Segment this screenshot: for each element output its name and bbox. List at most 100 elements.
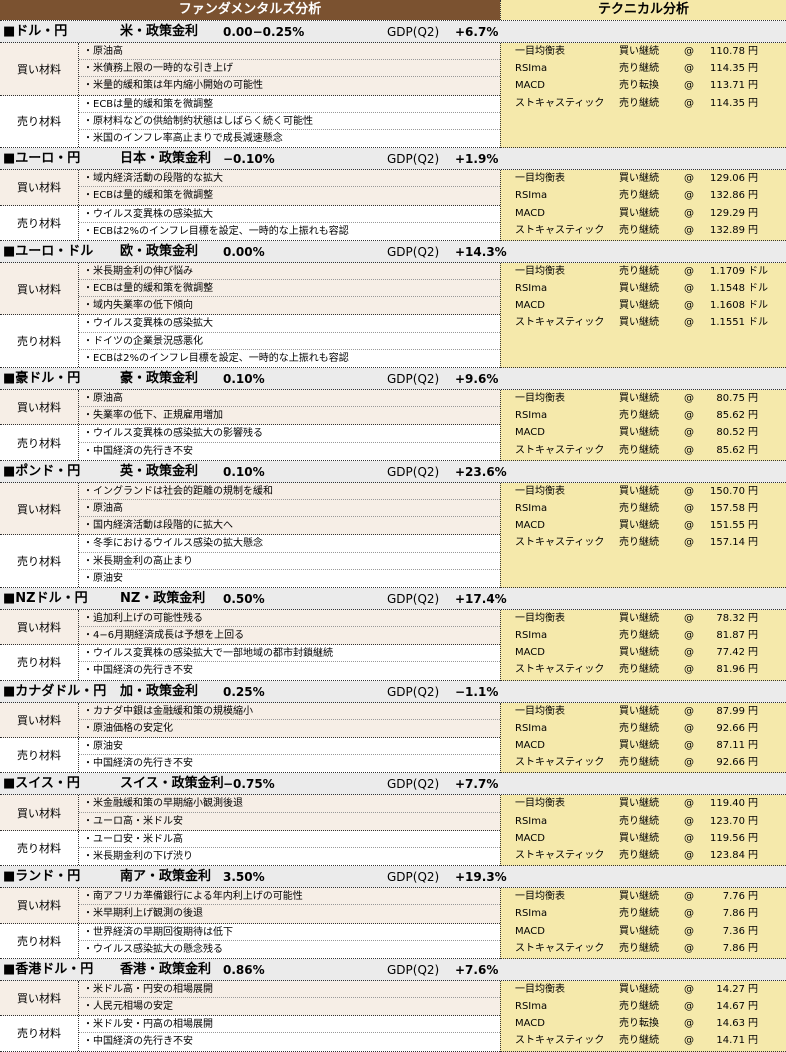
buy-factor-list: ・カナダ中銀は金融緩和策の規模縮小 ・原油価格の安定化: [79, 703, 500, 737]
section-body: 買い材料 ・米長期金利の伸び悩み ・ECBは量的緩和策を微調整 ・域内失業率の低下傾向…: [0, 262, 786, 368]
indicator-name: 一目均衡表: [515, 983, 565, 995]
indicator-name: ストキャスティック: [515, 537, 605, 549]
sell-label: 売り材料: [0, 95, 79, 148]
factor-item: ・原油安: [83, 572, 123, 584]
factor-item: ・米金融緩和策の早期縮小観測後退: [79, 795, 500, 813]
buy-factors: 買い材料 ・追加利上げの可能性残る ・4−6月期経済成長は予想を上回る: [0, 609, 500, 646]
price-unit: 円: [748, 46, 758, 57]
factor-item: ・イングランドは社会的距離の規制を緩和: [79, 483, 500, 500]
policy-rate-value: 0.10%: [223, 464, 265, 479]
technical-row: RSIma 売り継続 @132.86 円: [501, 187, 786, 204]
at-symbol: @: [684, 537, 694, 549]
factor-item: ・カナダ中銀は金融緩和策の規模縮小: [79, 703, 500, 720]
factor-item: ・中国経済の先行き不安: [83, 445, 193, 457]
factor-item: ・追加利上げの可能性残る: [79, 610, 500, 628]
buy-factors: 買い材料 ・米長期金利の伸び悩み ・ECBは量的緩和策を微調整 ・域内失業率の低下傾向: [0, 262, 500, 316]
currency-pair: ■香港ドル・円: [3, 961, 94, 977]
buy-factor-list: ・追加利上げの可能性残る ・4−6月期経済成長は予想を上回る: [79, 610, 500, 644]
buy-label: 買い材料: [0, 262, 79, 315]
policy-rate-label: 香港・政策金利: [120, 961, 212, 977]
factor-item: ・域内経済活動の段階的な拡大: [79, 170, 500, 188]
technical-panel: 一目均衡表 買い継続 @14.27 円 RSIma 売り継続 @14.67 円 MACD 売り転換…: [500, 980, 786, 1052]
at-symbol: @: [684, 849, 694, 861]
signal: 売り継続: [619, 444, 659, 456]
indicator-name: MACD: [515, 1018, 545, 1030]
indicator-name: MACD: [515, 207, 545, 219]
technical-row: MACD 売り転換 @113.71 円: [501, 77, 786, 94]
fundamental-panel: 買い材料 ・追加利上げの可能性残る ・4−6月期経済成長は予想を上回る 売り材料 ・ウイ…: [0, 609, 500, 681]
technical-row: MACD 買い継続 @87.11 円: [501, 737, 786, 754]
indicator-name: RSIma: [515, 722, 548, 734]
factor-item: ・原油高: [79, 43, 500, 61]
gdp-value: +23.6%: [455, 464, 507, 479]
buy-factors: 買い材料 ・カナダ中銀は金融緩和策の規模縮小 ・原油価格の安定化: [0, 702, 500, 738]
price-value: 87.99: [716, 705, 745, 717]
price-value: 157.58: [710, 502, 745, 514]
price-value: 92.66: [716, 722, 745, 734]
price-value: 151.55: [710, 520, 745, 532]
price-value: 85.62: [716, 410, 745, 422]
indicator-name: MACD: [515, 300, 545, 312]
indicator-name: RSIma: [515, 630, 548, 642]
technical-header: テクニカル分析: [500, 0, 786, 20]
sell-factor-list: ・ウイルス変異株の感染拡大 ・ECBは2%のインフレ目標を設定、一時的な上振れも容…: [79, 206, 500, 240]
section-title-row: ■豪ドル・円 豪・政策金利 0.10% GDP(Q2) +9.6%: [0, 368, 786, 390]
indicator-name: ストキャスティック: [515, 224, 605, 236]
sell-label: 売り材料: [0, 645, 79, 680]
price-value: 7.36: [722, 925, 745, 937]
technical-panel: 一目均衡表 買い継続 @80.75 円 RSIma 売り継続 @85.62 円 MACD 買い継続…: [500, 390, 786, 461]
price-value: 123.84: [710, 849, 745, 861]
technical-row: 一目均衡表 買い継続 @14.27 円: [501, 981, 786, 998]
technical-row: ストキャスティック 売り継続 @85.62 円: [501, 442, 786, 459]
factor-item: ・ウイルス変異株の感染拡大の影響残る: [79, 425, 500, 443]
currency-pair: ■スイス・円: [3, 776, 80, 792]
sell-label: 売り材料: [0, 830, 79, 866]
sell-factors: 売り材料 ・ECBは量的緩和策を微調整 ・原材料などの供給制約状態はしばらく続く可能…: [0, 95, 500, 149]
price-value: 114.35: [710, 63, 745, 75]
price-unit: 円: [748, 798, 758, 810]
price-value: 14.27: [716, 983, 745, 995]
currency-section: ■ドル・円 米・政策金利 0.00−0.25% GDP(Q2) +6.7% 買い材料 ・原油…: [0, 21, 786, 149]
indicator-name: 一目均衡表: [515, 265, 565, 277]
indicator-name: MACD: [515, 80, 545, 92]
gdp-label: GDP(Q2): [387, 25, 440, 39]
price-unit: 円: [748, 849, 758, 861]
table-header: ファンダメンタルズ分析 テクニカル分析: [0, 0, 786, 21]
price-value: 85.62: [716, 444, 745, 456]
at-symbol: @: [684, 80, 694, 92]
factor-item: ・中国経済の先行き不安: [83, 1036, 193, 1048]
policy-rate-value: 0.25%: [223, 684, 265, 699]
at-symbol: @: [684, 722, 694, 734]
technical-row: RSIma 売り継続 @14.67 円: [501, 998, 786, 1015]
currency-section: ■ユーロ・円 日本・政策金利 −0.10% GDP(Q2) +1.9% 買い材料 ・域内経済…: [0, 148, 786, 241]
price-value: 1.1709: [710, 265, 745, 277]
gdp-label: GDP(Q2): [387, 464, 440, 479]
at-symbol: @: [684, 393, 694, 404]
policy-rate-label: スイス・政策金利: [120, 776, 224, 792]
signal: 買い継続: [619, 317, 659, 329]
factor-item: ・米債務上限の一時的な引き上げ: [79, 60, 500, 78]
price-unit: 円: [748, 664, 758, 676]
indicator-name: MACD: [515, 740, 545, 751]
indicator-name: 一目均衡表: [515, 612, 565, 624]
currency-section: ■ランド・円 南ア・政策金利 3.50% GDP(Q2) +19.3% 買い材料 ・南アフリ…: [0, 866, 786, 959]
technical-row: 一目均衡表 買い継続 @150.70 円: [501, 483, 786, 500]
sell-factors: 売り材料 ・原油安 ・中国経済の先行き不安: [0, 738, 500, 774]
factor-item: ・ECBは2%のインフレ目標を設定、一時的な上振れも容認: [83, 352, 349, 364]
sell-factors: 売り材料 ・ユーロ安・米ドル高 ・米長期金利の下げ渋り: [0, 830, 500, 867]
factor-item: ・米長期金利の伸び悩み: [79, 263, 500, 281]
price-value: 87.11: [716, 740, 745, 751]
signal: 売り継続: [619, 722, 659, 734]
currency-pair: ■豪ドル・円: [3, 371, 81, 386]
price-value: 1.1548: [710, 283, 745, 295]
signal: 売り継続: [619, 265, 659, 277]
price-unit: 円: [748, 520, 758, 532]
technical-row: RSIma 売り継続 @85.62 円: [501, 407, 786, 424]
signal: 売り転換: [619, 1018, 659, 1030]
at-symbol: @: [684, 444, 694, 456]
signal: 買い継続: [619, 46, 659, 57]
price-value: 150.70: [710, 485, 745, 497]
currency-pair: ■ドル・円: [3, 24, 68, 39]
sell-factor-list: ・ユーロ安・米ドル高 ・米長期金利の下げ渋り: [79, 831, 500, 865]
price-unit: 円: [748, 722, 758, 734]
